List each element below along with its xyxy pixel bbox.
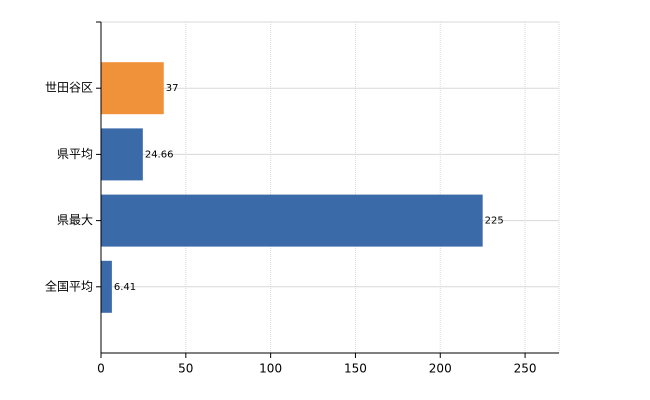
x-tick-label: 50: [178, 362, 193, 376]
y-tick-label: 県平均: [57, 147, 93, 161]
y-tick-label: 県最大: [57, 213, 93, 227]
x-tick-label: 250: [514, 362, 537, 376]
bar: [101, 62, 164, 115]
x-tick-label: 200: [429, 362, 452, 376]
value-label: 24.66: [145, 149, 174, 160]
value-label: 6.41: [114, 282, 136, 293]
bar: [101, 128, 143, 181]
value-label: 37: [166, 83, 179, 94]
bar: [101, 260, 112, 313]
x-tick-label: 150: [344, 362, 367, 376]
y-tick-label: 全国平均: [45, 278, 93, 293]
x-tick-label: 100: [259, 362, 282, 376]
y-tick-label: 世田谷区: [45, 81, 93, 95]
value-label: 225: [485, 216, 504, 227]
bar: [101, 194, 483, 247]
x-tick-label: 0: [97, 362, 105, 376]
